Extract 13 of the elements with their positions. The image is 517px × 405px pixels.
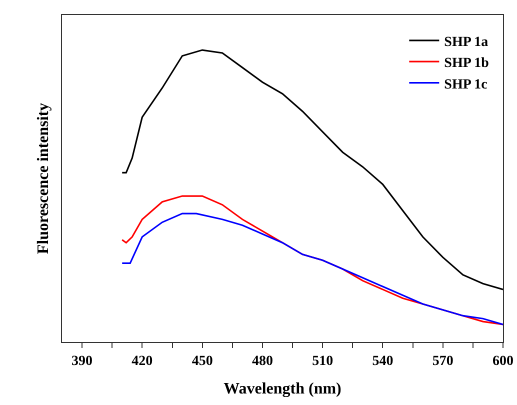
y-axis-title: Fluorescence intensity [34,102,52,254]
legend-label: SHP 1a [444,34,488,50]
legend-label: SHP 1b [444,56,490,72]
legend-label: SHP 1c [444,77,488,92]
x-tick-label: 450 [192,354,213,369]
x-axis-title: Wavelength (nm) [224,380,342,398]
x-tick-label: 600 [492,354,514,369]
x-tick-label: 570 [432,354,454,369]
x-tick-label: 390 [72,354,93,369]
x-tick-label: 540 [372,354,394,369]
x-tick-label: 480 [252,354,273,369]
x-tick-label: 420 [132,354,153,369]
x-tick-label: 510 [312,354,334,369]
